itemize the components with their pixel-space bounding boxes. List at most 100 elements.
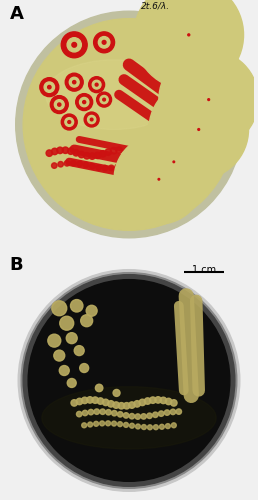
Circle shape xyxy=(76,94,93,110)
Circle shape xyxy=(176,409,182,414)
Circle shape xyxy=(153,412,158,418)
Circle shape xyxy=(94,32,115,53)
Circle shape xyxy=(23,274,235,486)
Circle shape xyxy=(18,270,240,492)
Circle shape xyxy=(135,414,141,420)
Circle shape xyxy=(159,50,258,150)
Circle shape xyxy=(87,116,96,124)
Circle shape xyxy=(83,100,86,103)
Circle shape xyxy=(113,390,120,396)
Circle shape xyxy=(171,400,177,406)
Circle shape xyxy=(65,118,74,126)
Circle shape xyxy=(150,397,156,404)
Circle shape xyxy=(188,34,190,36)
Circle shape xyxy=(84,152,90,159)
Circle shape xyxy=(92,397,98,404)
Circle shape xyxy=(100,96,108,104)
Text: B: B xyxy=(10,256,23,274)
Circle shape xyxy=(113,402,119,408)
Circle shape xyxy=(106,410,111,415)
Circle shape xyxy=(147,413,152,418)
Circle shape xyxy=(123,402,130,409)
Circle shape xyxy=(115,164,120,170)
Circle shape xyxy=(159,424,164,430)
Circle shape xyxy=(169,158,178,166)
Circle shape xyxy=(54,350,65,361)
Circle shape xyxy=(44,82,54,92)
Circle shape xyxy=(134,0,244,90)
Circle shape xyxy=(208,98,209,100)
Circle shape xyxy=(71,160,76,166)
Circle shape xyxy=(72,42,77,47)
Circle shape xyxy=(117,412,123,417)
Circle shape xyxy=(141,414,146,419)
Circle shape xyxy=(50,96,68,114)
Circle shape xyxy=(129,117,219,206)
Circle shape xyxy=(147,425,152,430)
Circle shape xyxy=(116,147,122,154)
Circle shape xyxy=(100,150,106,157)
Circle shape xyxy=(88,410,94,415)
Circle shape xyxy=(198,128,200,130)
Circle shape xyxy=(114,134,204,224)
Circle shape xyxy=(79,98,89,106)
Circle shape xyxy=(81,314,93,326)
Circle shape xyxy=(88,422,93,427)
Circle shape xyxy=(69,77,79,87)
Circle shape xyxy=(62,147,69,154)
Circle shape xyxy=(61,114,77,130)
Circle shape xyxy=(108,400,114,407)
Circle shape xyxy=(139,399,146,406)
Circle shape xyxy=(129,402,135,408)
Circle shape xyxy=(86,306,97,316)
Circle shape xyxy=(61,32,87,58)
Circle shape xyxy=(71,400,77,406)
Circle shape xyxy=(123,412,129,418)
Circle shape xyxy=(130,423,134,428)
Circle shape xyxy=(83,162,89,168)
Circle shape xyxy=(82,397,88,404)
Circle shape xyxy=(102,399,109,406)
Circle shape xyxy=(149,80,248,180)
Circle shape xyxy=(52,163,57,168)
Circle shape xyxy=(48,334,61,347)
Circle shape xyxy=(68,148,74,154)
Circle shape xyxy=(58,162,63,167)
Circle shape xyxy=(78,152,85,158)
Circle shape xyxy=(154,424,158,430)
Circle shape xyxy=(164,410,170,416)
Circle shape xyxy=(73,150,79,156)
Circle shape xyxy=(59,366,69,376)
Circle shape xyxy=(95,384,103,392)
Circle shape xyxy=(87,396,93,403)
Ellipse shape xyxy=(46,60,183,130)
Circle shape xyxy=(89,76,104,92)
Circle shape xyxy=(165,398,172,404)
Circle shape xyxy=(94,409,100,414)
Circle shape xyxy=(112,410,117,416)
Circle shape xyxy=(100,421,104,426)
Circle shape xyxy=(170,409,176,414)
Circle shape xyxy=(97,92,111,107)
Circle shape xyxy=(111,421,117,426)
Circle shape xyxy=(68,120,71,124)
Circle shape xyxy=(106,421,111,426)
Circle shape xyxy=(40,78,59,96)
Circle shape xyxy=(97,398,104,404)
Circle shape xyxy=(158,178,160,180)
Circle shape xyxy=(154,175,163,184)
Circle shape xyxy=(100,409,105,414)
Circle shape xyxy=(16,11,242,238)
Circle shape xyxy=(76,412,82,417)
Circle shape xyxy=(95,83,98,86)
Circle shape xyxy=(171,423,176,428)
Circle shape xyxy=(110,148,117,154)
Circle shape xyxy=(46,150,53,156)
Circle shape xyxy=(65,73,83,91)
Circle shape xyxy=(96,164,101,170)
Circle shape xyxy=(204,94,214,104)
Circle shape xyxy=(60,316,74,330)
Circle shape xyxy=(155,396,161,403)
Circle shape xyxy=(84,112,99,127)
Circle shape xyxy=(129,414,135,419)
